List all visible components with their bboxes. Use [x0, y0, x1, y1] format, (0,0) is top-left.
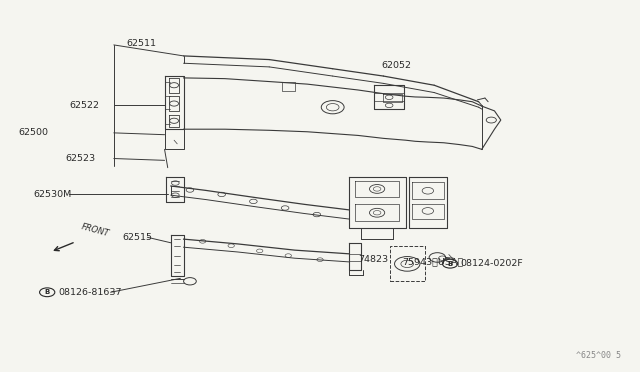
Text: 62522: 62522 [69, 101, 99, 110]
Text: 62523: 62523 [65, 154, 95, 163]
Text: B: B [45, 289, 50, 295]
Text: 62515: 62515 [122, 233, 152, 242]
Text: 62511: 62511 [127, 39, 157, 48]
Text: ^625^00 5: ^625^00 5 [577, 351, 621, 360]
Bar [390, 247, 425, 281]
Text: 74823: 74823 [358, 255, 388, 264]
Text: FRONT: FRONT [80, 222, 110, 239]
Text: 62500: 62500 [19, 128, 49, 137]
Text: 62052: 62052 [381, 61, 411, 70]
Text: 62530M: 62530M [33, 190, 72, 199]
Text: 75943〈USA〉: 75943〈USA〉 [403, 258, 464, 267]
Text: 08126-81637: 08126-81637 [58, 288, 122, 297]
Text: 08124-0202F: 08124-0202F [461, 259, 524, 268]
Text: B: B [447, 261, 452, 267]
